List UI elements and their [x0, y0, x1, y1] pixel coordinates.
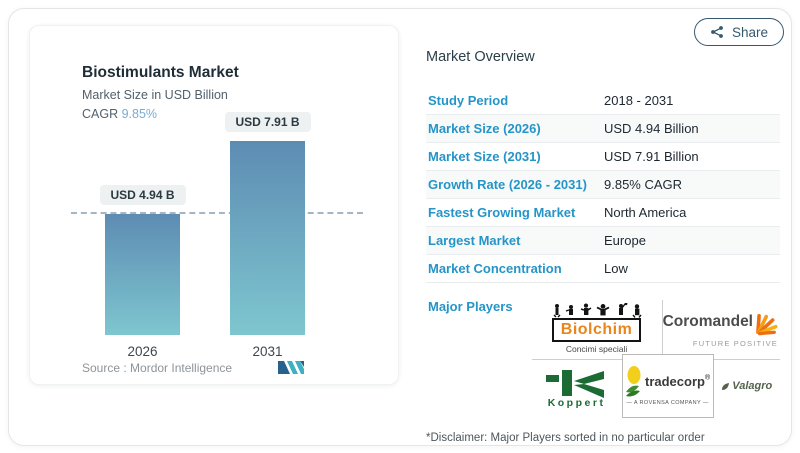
- valagro-name: Valagro: [732, 380, 773, 392]
- biolchim-figures-icon: [551, 302, 643, 318]
- players-logo-row-2: Koppert: [532, 354, 780, 420]
- x-tick-2026: 2026: [127, 344, 158, 359]
- coromandel-logo[interactable]: Coromandel: [663, 308, 780, 348]
- bar-2031[interactable]: [230, 141, 305, 335]
- valagro-leaf-icon: [721, 382, 730, 391]
- share-button[interactable]: Share: [693, 18, 784, 46]
- biolchim-name: Biolchim: [560, 320, 633, 338]
- row-value: Europe: [604, 233, 646, 248]
- row-value: USD 7.91 Billion: [604, 149, 699, 164]
- row-value: 9.85% CAGR: [604, 177, 683, 192]
- tradecorp-tagline: — A ROVENSA COMPANY —: [626, 400, 709, 406]
- tradecorp-logo[interactable]: tradecorp® — A ROVENSA COMPANY —: [621, 354, 714, 418]
- row-label: Fastest Growing Market: [428, 205, 576, 220]
- tradecorp-grain-leaf-icon: [625, 366, 642, 398]
- share-label: Share: [731, 24, 768, 40]
- tradecorp-name: tradecorp: [644, 374, 705, 389]
- chart-title: Biostimulants Market: [82, 64, 239, 81]
- tradecorp-wordmark: tradecorp®: [625, 366, 710, 398]
- bar-2026[interactable]: [105, 214, 180, 335]
- koppert-k-icon: [545, 370, 608, 406]
- coromandel-wordmark: Coromandel: [663, 308, 780, 336]
- logo-divider-vertical: [661, 300, 663, 356]
- table-row-growth-rate: Growth Rate (2026 - 2031) 9.85% CAGR: [426, 171, 780, 199]
- reference-line: [71, 212, 363, 214]
- row-value: North America: [604, 205, 687, 220]
- bar-value-label-2026: USD 4.94 B: [99, 185, 186, 205]
- bar-chart: USD 4.94 B 2026 USD 7.91 B 2031: [71, 105, 363, 359]
- cagr-label: CAGR: [82, 107, 122, 121]
- chart-cagr: CAGR 9.85%: [82, 107, 157, 121]
- report-card: Share Biostimulants Market Market Size i…: [8, 8, 792, 446]
- biolchim-logo[interactable]: Biolchim Concimi speciali: [532, 302, 662, 354]
- row-label: Study Period: [428, 93, 509, 108]
- market-overview-panel: Market Overview Study Period 2018 - 2031…: [426, 49, 780, 444]
- coromandel-name: Coromandel: [662, 313, 753, 330]
- share-icon: [710, 25, 724, 39]
- biolchim-tagline: Concimi speciali: [565, 343, 628, 354]
- major-players-label: Major Players: [428, 299, 513, 314]
- row-label: Largest Market: [428, 233, 521, 248]
- major-players-section: Major Players: [426, 297, 780, 420]
- row-label: Market Size (2031): [428, 149, 541, 164]
- tradecorp-registered-mark: ®: [704, 374, 711, 382]
- table-row-market-size-2031: Market Size (2031) USD 7.91 Billion: [426, 143, 780, 171]
- mordor-intelligence-logo-icon: [277, 359, 305, 376]
- biolchim-wordmark-box: Biolchim: [551, 317, 642, 342]
- bar-value-label-2031: USD 7.91 B: [224, 112, 311, 132]
- row-value: USD 4.94 Billion: [604, 121, 699, 136]
- players-logo-row-1: Biolchim Concimi speciali Coromandel: [531, 297, 780, 360]
- row-value: Low: [604, 261, 628, 276]
- row-label: Growth Rate (2026 - 2031): [428, 177, 587, 192]
- table-row-fastest-growing-market: Fastest Growing Market North America: [426, 199, 780, 227]
- coromandel-fan-icon: [756, 308, 780, 336]
- row-label: Market Size (2026): [428, 121, 541, 136]
- koppert-logo[interactable]: Koppert: [532, 360, 622, 409]
- table-row-market-size-2026: Market Size (2026) USD 4.94 Billion: [426, 115, 780, 143]
- table-row-study-period: Study Period 2018 - 2031: [426, 87, 780, 115]
- cagr-value: 9.85%: [121, 107, 158, 121]
- row-label: Market Concentration: [428, 261, 562, 276]
- disclaimer-text: *Disclaimer: Major Players sorted in no …: [426, 432, 705, 444]
- coromandel-tagline: FUTURE POSITIVE: [692, 339, 778, 348]
- koppert-wordmark: Koppert: [545, 370, 608, 409]
- row-value: 2018 - 2031: [604, 93, 674, 108]
- koppert-name: Koppert: [547, 397, 606, 409]
- chart-card: Biostimulants Market Market Size in USD …: [29, 25, 399, 385]
- source-attribution: Source : Mordor Intelligence: [82, 361, 233, 375]
- x-tick-2031: 2031: [252, 344, 283, 359]
- overview-heading: Market Overview: [426, 49, 535, 65]
- overview-table: Study Period 2018 - 2031 Market Size (20…: [426, 87, 780, 283]
- table-row-market-concentration: Market Concentration Low: [426, 255, 780, 283]
- valagro-logo[interactable]: Valagro: [714, 360, 780, 392]
- chart-subtitle: Market Size in USD Billion: [82, 88, 228, 102]
- table-row-largest-market: Largest Market Europe: [426, 227, 780, 255]
- major-players-logos: Biolchim Concimi speciali Coromandel: [436, 297, 780, 420]
